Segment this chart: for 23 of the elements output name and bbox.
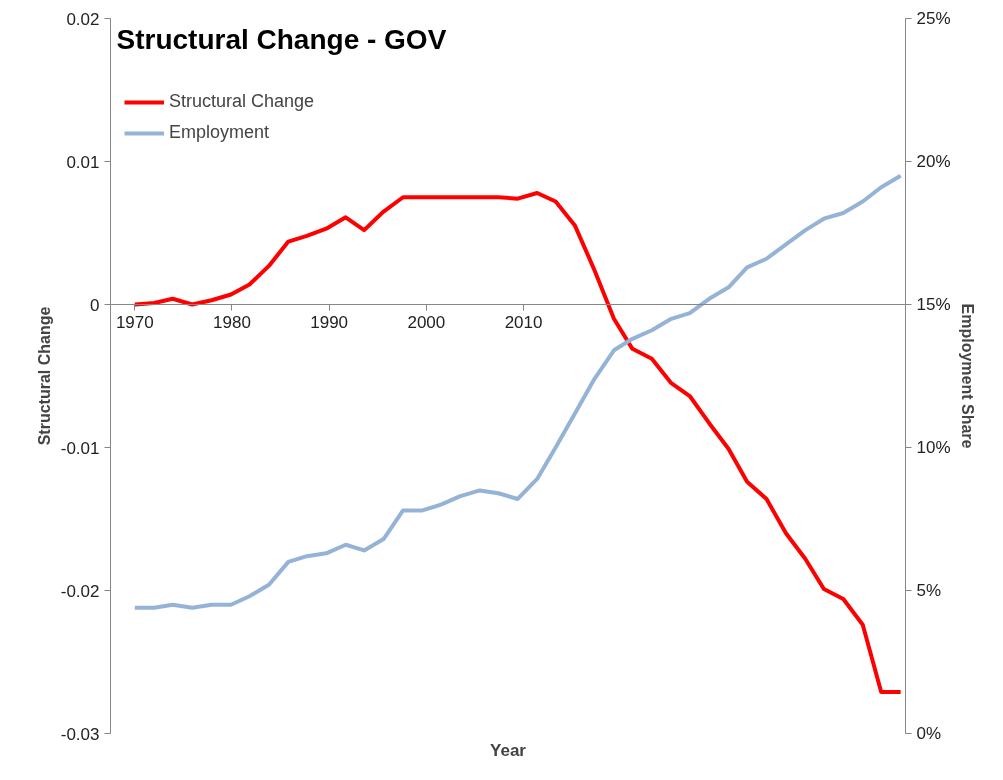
x-tick-label: 2000: [407, 312, 446, 332]
y-tick-label: 0.01: [66, 152, 100, 172]
y-tick-label: -0.03: [60, 724, 100, 744]
x-tick-label: 2010: [504, 312, 543, 332]
y-tick-label: 0: [90, 295, 100, 315]
x-tick-label: 1990: [310, 312, 349, 332]
y-tick-label: 0.02: [66, 9, 100, 29]
y2-tick-label: 15%: [916, 295, 951, 314]
legend-label: Employment: [169, 122, 270, 143]
y-tick-label: -0.02: [60, 581, 100, 601]
y2-tick-label: 0%: [916, 724, 942, 743]
y2-tick-label: 5%: [916, 581, 942, 600]
y2-tick-label: 10%: [916, 438, 951, 457]
y-axis-title: Structural Change: [35, 306, 53, 446]
y2-tick-label: 20%: [916, 152, 951, 171]
x-axis-title: Year: [490, 740, 527, 760]
x-tick-label: 1970: [115, 312, 154, 332]
y2-tick-label: 25%: [916, 9, 951, 28]
y2-axis-title: Employment Share: [958, 303, 976, 449]
y-tick-label: -0.01: [60, 438, 100, 458]
legend-label: Structural Change: [169, 91, 315, 112]
x-tick-label: 1980: [213, 312, 251, 332]
chart-title: Structural Change - GOV: [116, 23, 447, 55]
